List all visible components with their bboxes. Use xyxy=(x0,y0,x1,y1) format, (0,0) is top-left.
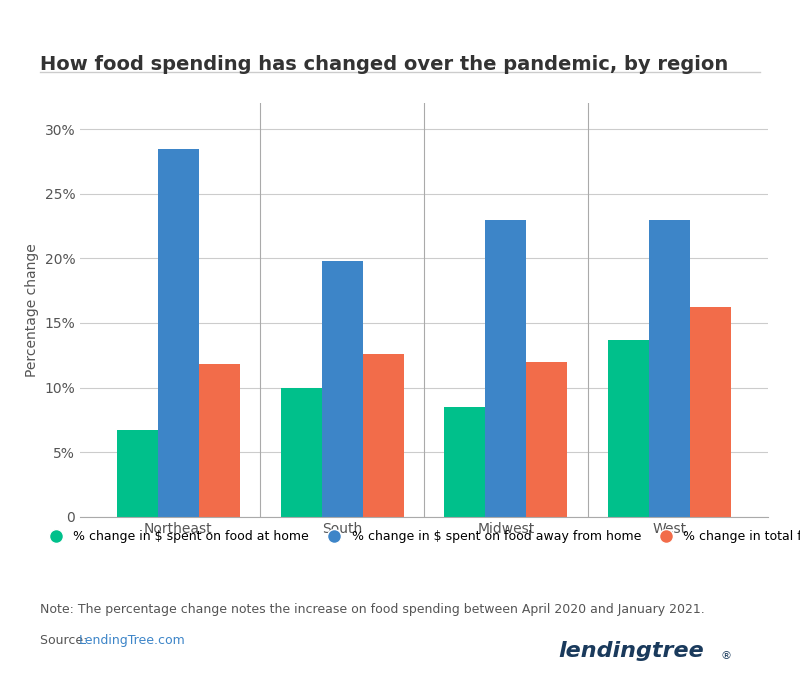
Text: LendingTree.com: LendingTree.com xyxy=(78,634,185,647)
Bar xyxy=(445,407,486,517)
Bar xyxy=(198,364,240,517)
Bar xyxy=(158,149,198,517)
Text: Source:: Source: xyxy=(40,634,91,647)
Legend: % change in $ spent on food at home, % change in $ spent on food away from home,: % change in $ spent on food at home, % c… xyxy=(38,526,800,548)
Bar xyxy=(362,354,403,517)
Text: Note: The percentage change notes the increase on food spending between April 20: Note: The percentage change notes the in… xyxy=(40,603,705,616)
Bar xyxy=(322,261,362,517)
Legend:  xyxy=(46,538,56,548)
Text: ®: ® xyxy=(720,651,731,661)
Bar xyxy=(117,430,158,517)
Y-axis label: Percentage change: Percentage change xyxy=(25,243,39,377)
Bar xyxy=(690,307,731,517)
Bar xyxy=(650,220,690,517)
Text: How food spending has changed over the pandemic, by region: How food spending has changed over the p… xyxy=(40,55,728,74)
Text: lendingtree: lendingtree xyxy=(558,641,704,661)
Bar xyxy=(281,387,322,517)
Bar xyxy=(526,362,567,517)
Bar xyxy=(486,220,526,517)
Bar xyxy=(608,340,650,517)
